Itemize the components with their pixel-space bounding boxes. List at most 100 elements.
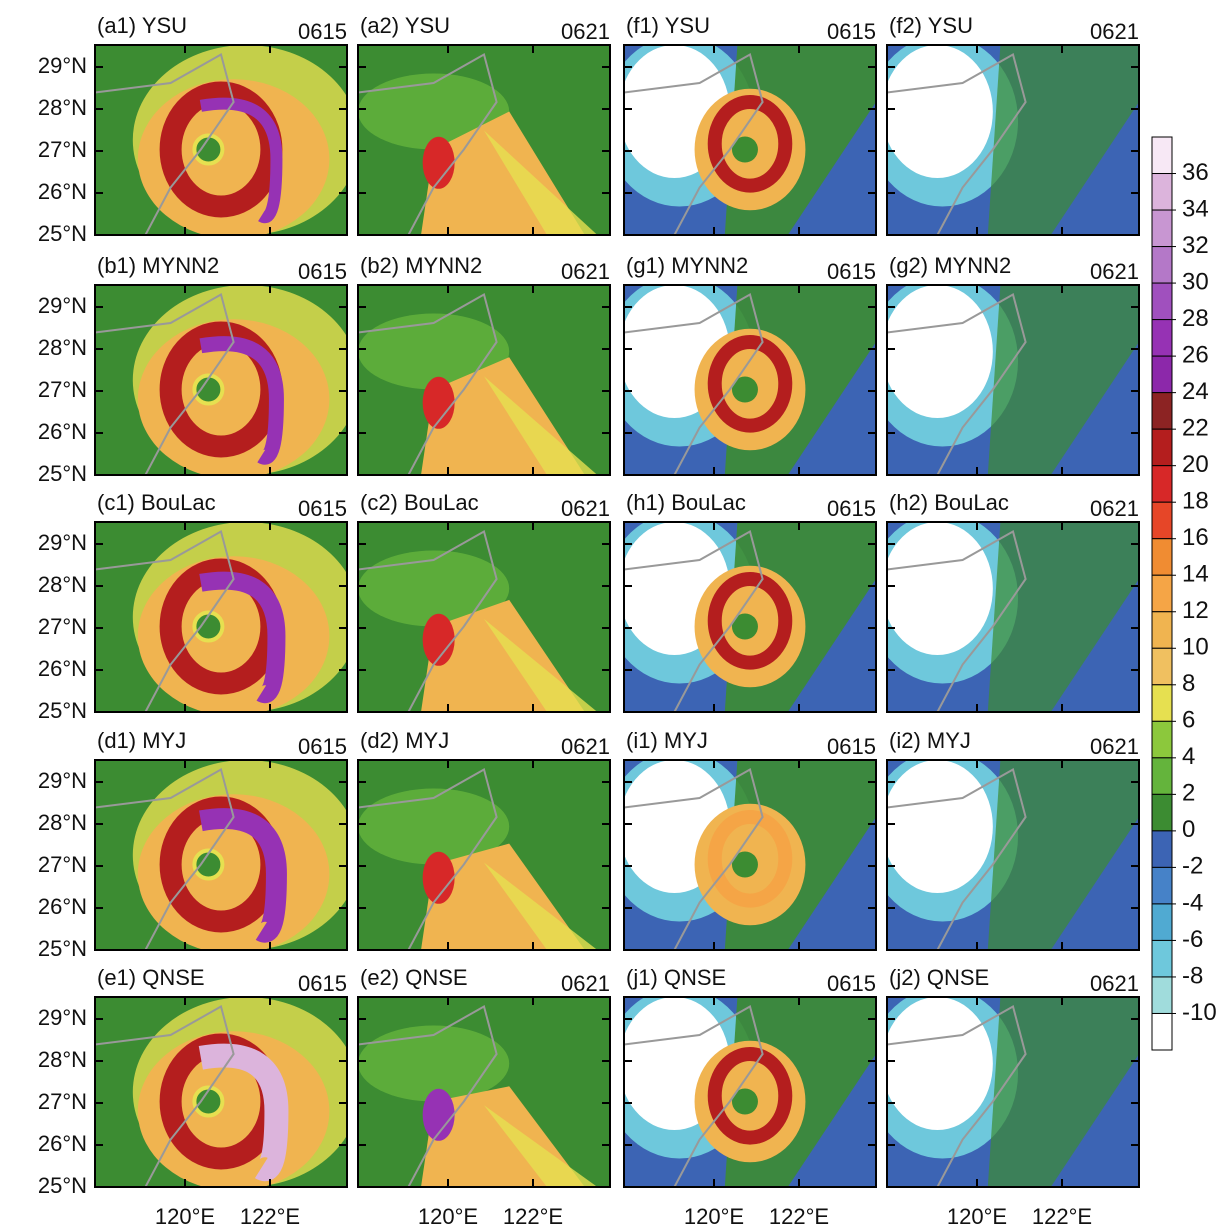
panel-time: 0615 xyxy=(827,496,876,521)
colorbar-label: 2 xyxy=(1182,780,1195,807)
panel-time: 0621 xyxy=(1090,734,1139,759)
field-patch xyxy=(887,285,993,418)
coastline xyxy=(358,1004,498,1187)
field-patch xyxy=(358,1025,510,1102)
panel-time: 0621 xyxy=(561,496,610,521)
y-tick-label: 25°N xyxy=(38,1173,87,1198)
field-core xyxy=(422,376,455,429)
colorbar-label: 28 xyxy=(1182,305,1209,332)
y-tick-label: 29°N xyxy=(38,1005,87,1030)
field-core xyxy=(422,613,455,666)
map-field xyxy=(95,760,347,950)
x-tick-label: 120°E xyxy=(155,1204,215,1229)
colorbar-box xyxy=(1151,209,1173,248)
coastline xyxy=(624,529,764,712)
y-tick-label: 25°N xyxy=(38,936,87,961)
colorbar-label: 20 xyxy=(1182,451,1209,478)
field-eye xyxy=(192,133,225,166)
panel-frame xyxy=(886,996,1140,1188)
colorbar-label: 26 xyxy=(1182,341,1209,368)
colorbar-box xyxy=(1151,866,1173,905)
panel-label: (i2) MYJ xyxy=(889,728,971,753)
colorbar-box xyxy=(1151,611,1173,649)
y-tick-label: 28°N xyxy=(38,572,87,597)
colorbar-box xyxy=(1151,684,1173,722)
panel-time: 0621 xyxy=(1090,19,1139,44)
field-band xyxy=(987,522,1139,712)
panel-frame xyxy=(94,284,348,476)
map-field xyxy=(95,45,347,235)
map-field xyxy=(95,997,347,1187)
colorbar-label: 14 xyxy=(1182,561,1209,588)
colorbar-label: -2 xyxy=(1182,853,1203,880)
colorbar-box xyxy=(1151,355,1173,394)
colorbar-label: -4 xyxy=(1182,889,1203,916)
panel-frame xyxy=(886,44,1140,236)
field-band xyxy=(987,760,1139,950)
coastline xyxy=(887,292,1027,475)
coastline xyxy=(358,52,498,235)
y-tick-label: 28°N xyxy=(38,95,87,120)
field-plume xyxy=(484,130,598,235)
panel-frame xyxy=(94,996,348,1188)
panel-label: (h2) BouLac xyxy=(889,490,1009,515)
colorbar-box xyxy=(1151,136,1173,175)
y-tick-label: 26°N xyxy=(38,894,87,919)
colorbar-label: -8 xyxy=(1182,962,1203,989)
field-ring xyxy=(707,335,793,433)
panel-label: (g1) MYNN2 xyxy=(626,253,748,278)
field-core xyxy=(422,1088,455,1141)
colorbar-box xyxy=(1151,830,1173,868)
panel-frame xyxy=(886,284,1140,476)
panel-time: 0615 xyxy=(298,259,347,284)
panel-time: 0621 xyxy=(561,971,610,996)
map-field xyxy=(95,522,347,712)
field-plume xyxy=(484,618,598,712)
field-patch xyxy=(887,760,993,893)
colorbar-label: 16 xyxy=(1182,524,1209,551)
field-patch xyxy=(887,522,993,655)
panel-label: (j2) QNSE xyxy=(889,965,989,990)
coastline xyxy=(95,1004,235,1187)
y-tick-label: 29°N xyxy=(38,53,87,78)
panel-frame xyxy=(94,521,348,713)
colorbar-box xyxy=(1151,793,1173,832)
y-tick-label: 29°N xyxy=(38,530,87,555)
y-tick-label: 25°N xyxy=(38,461,87,486)
colorbar-label: 32 xyxy=(1182,232,1209,259)
panel-time: 0615 xyxy=(827,971,876,996)
field-patch xyxy=(887,45,993,178)
field-ring xyxy=(707,572,793,670)
coastline xyxy=(95,529,235,712)
x-tick-label: 122°E xyxy=(1032,1204,1092,1229)
colorbar-box xyxy=(1151,501,1173,540)
colorbar-box xyxy=(1151,574,1173,613)
map-field xyxy=(95,285,347,475)
field-band xyxy=(198,1043,289,1181)
panel-frame xyxy=(623,521,877,713)
y-tick-label: 25°N xyxy=(38,221,87,246)
y-tick-label: 28°N xyxy=(38,335,87,360)
y-tick-label: 27°N xyxy=(38,377,87,402)
field-band xyxy=(199,336,284,465)
colorbar-label: -10 xyxy=(1182,999,1217,1026)
panel-frame xyxy=(357,284,611,476)
colorbar-box xyxy=(1151,1012,1173,1051)
map-field xyxy=(624,45,876,235)
map-field xyxy=(358,522,610,712)
panel-time: 0621 xyxy=(1090,496,1139,521)
coastline xyxy=(887,529,1027,712)
coastline xyxy=(95,292,235,475)
x-tick-label: 120°E xyxy=(684,1204,744,1229)
panel-label: (c2) BouLac xyxy=(360,490,479,515)
colorbar-box xyxy=(1151,939,1173,978)
field-band xyxy=(987,45,1139,235)
coastline xyxy=(358,292,498,475)
colorbar-label: 6 xyxy=(1182,707,1195,734)
map-field xyxy=(887,997,1139,1187)
field-eye xyxy=(731,613,758,640)
y-tick-label: 27°N xyxy=(38,137,87,162)
panel-frame xyxy=(623,284,877,476)
panel-frame xyxy=(886,759,1140,951)
